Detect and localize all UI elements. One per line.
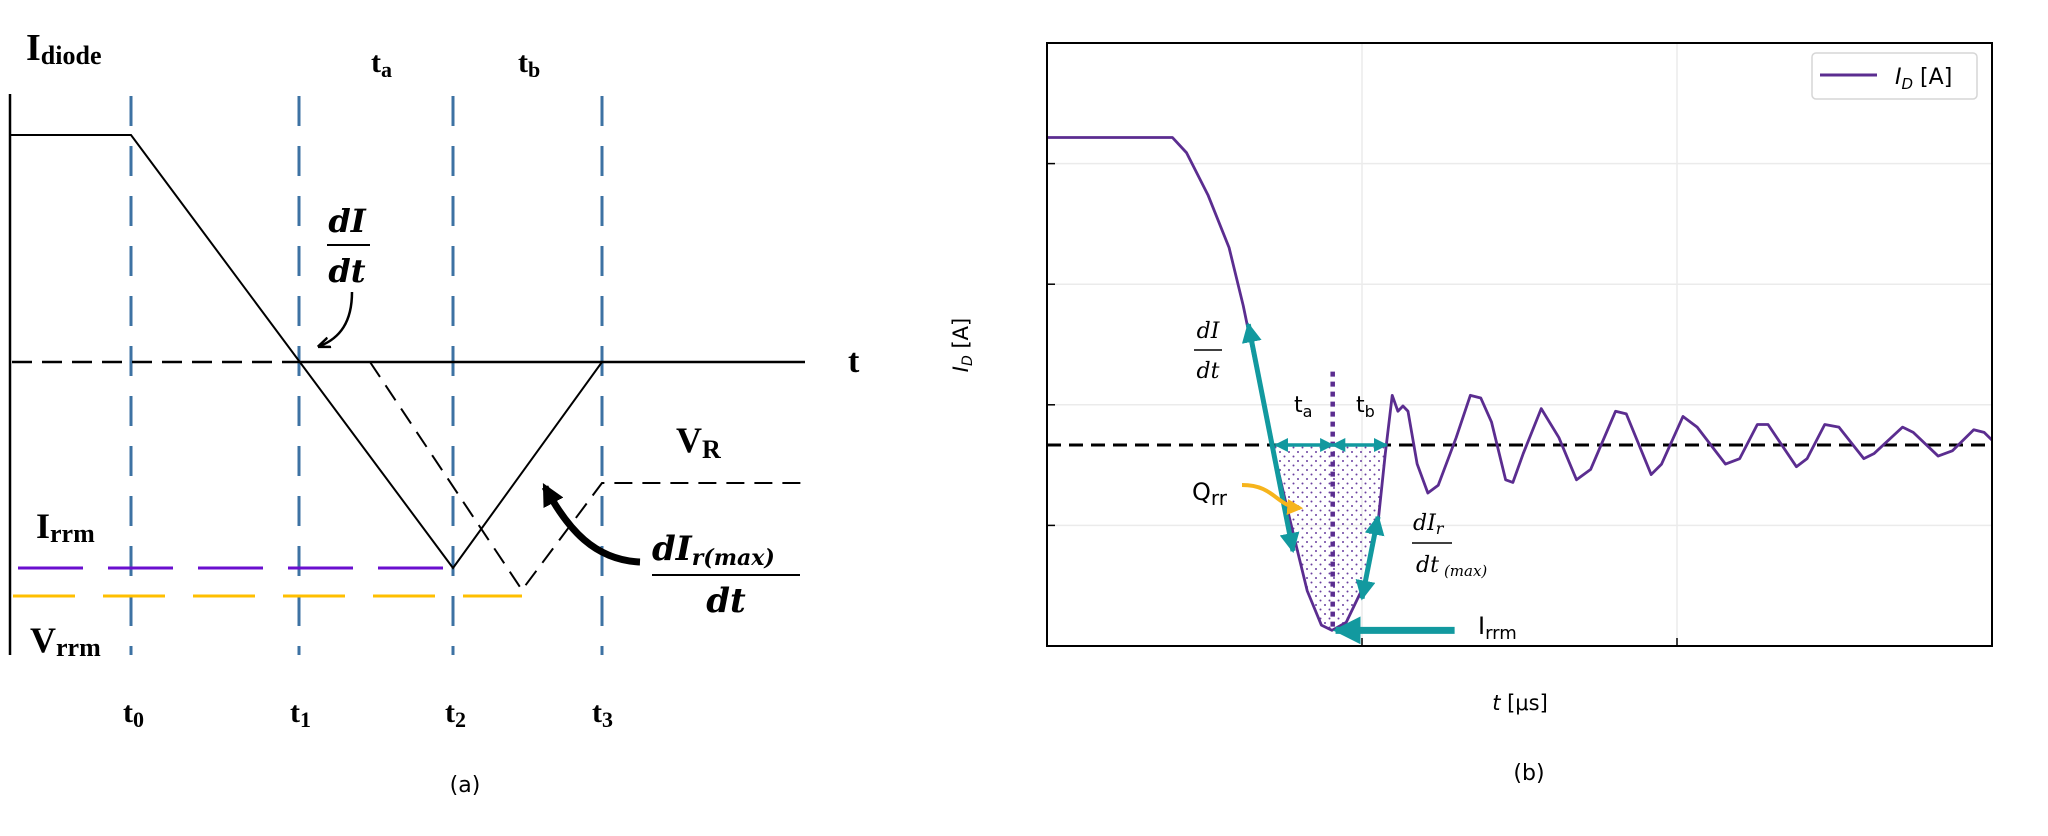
panel-b-chart: ID [A] ID [A] t [μs] dI dt ta tb Qrr dIr… [949, 42, 1993, 786]
y-axis-label: Idiode [26, 27, 101, 70]
time-label-t1: t1 [290, 696, 311, 732]
dir-numerator: dIr [1413, 511, 1445, 538]
plot-frame [1046, 42, 1993, 647]
didt-slope-arrow [1241, 322, 1300, 554]
interval-label-ta: ta [371, 46, 392, 82]
didt-denominator: dt [328, 252, 365, 290]
dir-max-numerator: dIr(max) [652, 529, 775, 571]
diode-current-waveform [10, 134, 603, 570]
series-line-id [1047, 136, 1993, 632]
didt-label: dI dt [327, 202, 370, 290]
legend: ID [A] [1811, 52, 1978, 100]
qrr-label: Qrr [1192, 478, 1228, 510]
dir-max-denominator: dt [706, 581, 746, 621]
didt-numerator: dI [1197, 319, 1221, 344]
x-axis-label: t [μs] [1492, 691, 1548, 715]
caption-b: (b) [1513, 761, 1544, 786]
dir-max-label: dIr(max) dt [652, 529, 800, 621]
y-axis-label: ID [A] [949, 318, 976, 372]
tb-label: tb [1356, 393, 1375, 421]
didt-numerator: dI [328, 202, 366, 240]
time-label-t2: t2 [445, 696, 466, 732]
dir-slope-arrow [1355, 514, 1385, 601]
irrm-label: Irrm [1478, 612, 1517, 644]
time-label-t0: t0 [123, 696, 144, 732]
irrm-label: Irrm [36, 506, 95, 548]
caption-a: (a) [450, 773, 481, 798]
didt-annotation: dI dt [1194, 319, 1222, 384]
didt-denominator: dt [1197, 359, 1220, 384]
time-marker-lines [129, 96, 604, 655]
panel-a-diagram: Idiode t ta tb t0 t1 t2 t3 dI dt VR Irrm… [8, 27, 860, 798]
qrr-pointer-arrow [1241, 483, 1304, 515]
interval-label-tb: tb [518, 46, 540, 82]
dir-max-annotation: dIr dt (max) [1412, 511, 1487, 580]
legend-label: ID [A] [1895, 65, 1952, 93]
dir-max-pointer-arrow [541, 483, 641, 566]
dir-denominator: dt (max) [1416, 553, 1487, 580]
didt-pointer-arrow [320, 291, 354, 346]
x-axis-label: t [848, 343, 860, 380]
voltage-waveform-dashed [369, 361, 810, 592]
axis-ticks [1047, 162, 1678, 646]
gridlines [1047, 43, 1992, 646]
ta-label: ta [1294, 393, 1312, 421]
legend-box [1811, 52, 1978, 100]
time-label-t3: t3 [592, 696, 613, 732]
vr-label: VR [676, 420, 721, 464]
vrrm-label: Vrrm [30, 620, 101, 662]
